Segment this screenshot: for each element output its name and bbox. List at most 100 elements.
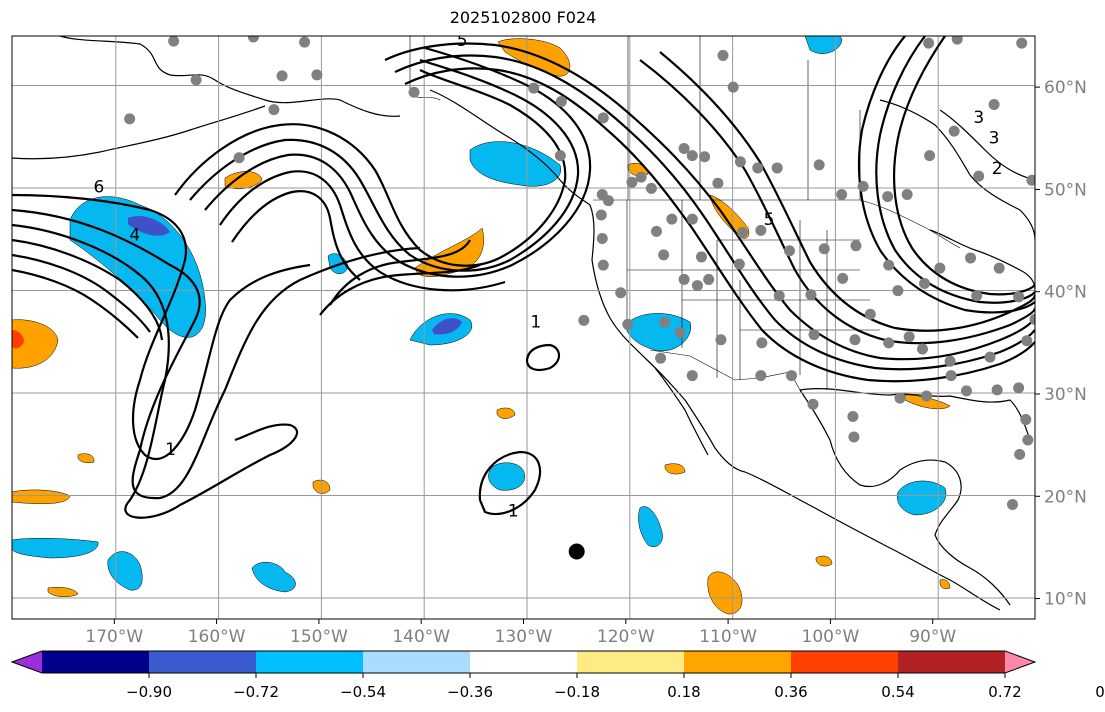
anomaly-negative-region xyxy=(12,538,99,559)
station-dot xyxy=(655,352,667,364)
colorbar-outline xyxy=(10,650,1037,674)
station-dot xyxy=(901,189,913,201)
coastline-great-lakes xyxy=(929,229,1035,291)
lon-tick-label: 90°W xyxy=(909,627,956,647)
station-dot xyxy=(934,262,946,274)
colorbar-tick-label: 0.36 xyxy=(774,683,807,701)
contour-label: 6 xyxy=(94,177,105,197)
station-dot xyxy=(919,278,931,290)
station-dot xyxy=(991,384,1003,396)
contour-line xyxy=(12,268,139,339)
colorbar-segment xyxy=(791,651,899,673)
location-marker xyxy=(568,543,585,560)
lat-tick-label: 30°N xyxy=(1044,385,1087,405)
contour-line xyxy=(875,36,1035,304)
station-dot xyxy=(615,287,627,299)
station-dot xyxy=(1029,313,1035,325)
lon-tick-label: 100°W xyxy=(802,627,860,647)
station-dot xyxy=(727,81,739,93)
station-dot xyxy=(597,259,609,271)
contour-label: 1 xyxy=(530,312,541,332)
station-dot xyxy=(645,182,657,194)
station-dot xyxy=(528,82,540,94)
station-dot xyxy=(1013,291,1025,303)
station-dot xyxy=(602,195,614,207)
station-dot xyxy=(818,243,830,255)
station-dot xyxy=(1026,174,1035,186)
station-dot xyxy=(836,189,848,201)
station-dot xyxy=(299,36,311,48)
station-dot xyxy=(883,337,895,349)
station-dot xyxy=(894,392,906,404)
coastline-us-south xyxy=(799,388,1031,441)
station-dot xyxy=(755,370,767,382)
station-dot xyxy=(712,177,724,189)
station-dot xyxy=(703,273,715,285)
contour-label: 1 xyxy=(508,502,519,522)
colorbar-tick-label: −0.36 xyxy=(447,683,493,701)
anomaly-positive-region xyxy=(664,463,686,475)
station-dot xyxy=(597,112,609,124)
lon-tick-label: 110°W xyxy=(699,627,757,647)
station-dot xyxy=(674,327,686,339)
contour-label: 4 xyxy=(129,225,140,245)
anomaly-negative-region xyxy=(488,462,525,491)
station-dot xyxy=(951,36,963,45)
anomaly-negative-region xyxy=(469,141,561,187)
station-dot xyxy=(276,70,288,82)
station-dot xyxy=(988,99,1000,111)
border-canada-provinces xyxy=(627,36,861,200)
station-dot xyxy=(882,191,894,203)
lat-tick-label: 20°N xyxy=(1044,487,1087,507)
station-dot xyxy=(247,36,259,43)
anomaly-positive-region xyxy=(12,319,59,369)
colorbar-segment xyxy=(684,651,792,673)
colorbar-tick-label: −0.18 xyxy=(554,683,600,701)
anomaly-strong-negative-region xyxy=(128,215,170,236)
station-dot xyxy=(921,390,933,402)
contour-line xyxy=(525,343,561,371)
lon-tick-label: 170°W xyxy=(85,627,143,647)
station-dot xyxy=(857,180,869,192)
anomaly-positive-region xyxy=(496,407,516,419)
colorbar-segment xyxy=(363,651,471,673)
station-dot xyxy=(960,385,972,397)
anomaly-strong-negative-region xyxy=(432,318,462,335)
station-dot xyxy=(755,224,767,236)
anomaly-positive-region xyxy=(77,453,95,464)
coastline-alaska xyxy=(59,36,401,117)
map-area: 6 4 1 1 1 5 5 33 2 xyxy=(12,36,1035,619)
lon-tick-label: 120°W xyxy=(597,627,655,647)
station-dot xyxy=(848,431,860,443)
station-dot xyxy=(864,308,876,320)
station-dot xyxy=(771,162,783,174)
colorbar-segment xyxy=(470,651,578,673)
map-ocean xyxy=(12,36,1035,619)
anomaly-positive-region xyxy=(12,489,71,505)
contour-line xyxy=(893,36,1035,296)
station-dot xyxy=(734,156,746,168)
station-markers xyxy=(124,36,1035,510)
lon-tick-label: 140°W xyxy=(392,627,450,647)
anomaly-positive-region xyxy=(47,587,79,597)
station-dot xyxy=(733,258,745,270)
contour-line xyxy=(189,58,580,272)
station-dot xyxy=(892,285,904,297)
contour-line xyxy=(231,190,361,281)
station-dot xyxy=(595,209,607,221)
contour-line xyxy=(329,239,471,306)
station-dot xyxy=(847,410,859,422)
station-dot xyxy=(233,152,245,164)
colorbar-segment xyxy=(149,651,257,673)
coastline-mexico-west xyxy=(744,471,1001,611)
station-dot xyxy=(408,86,420,98)
lat-tick-label: 40°N xyxy=(1044,283,1087,303)
coastline-canada-east xyxy=(939,109,1035,181)
anomaly-positive-region xyxy=(414,227,484,277)
contour-line xyxy=(394,54,1035,371)
station-dot xyxy=(554,150,566,162)
contour-line xyxy=(12,208,421,500)
station-dot xyxy=(678,273,690,285)
colorbar-segment xyxy=(577,651,685,673)
